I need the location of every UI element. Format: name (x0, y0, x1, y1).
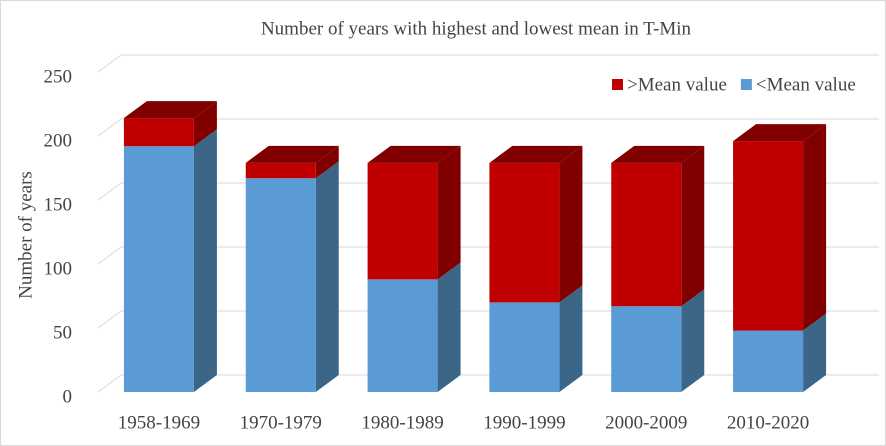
x-tick-label: 2010-2020 (727, 412, 809, 433)
y-tick-label: 200 (44, 130, 73, 151)
x-tick-label: 1958-1969 (118, 412, 200, 433)
bar-top (733, 124, 827, 142)
y-tick-label: 0 (63, 386, 73, 407)
y-tick-label: 250 (44, 66, 73, 87)
bar (611, 306, 682, 392)
grid-line (97, 54, 879, 73)
bar (367, 162, 438, 280)
bar-top (611, 145, 705, 163)
bar (367, 279, 438, 392)
bar-side (803, 313, 827, 392)
bar-side (193, 129, 217, 393)
bar (123, 146, 194, 392)
bar-side (193, 101, 217, 147)
bar-top (123, 101, 217, 119)
legend-swatch (612, 79, 623, 90)
bar-side (681, 289, 705, 392)
bar-side (315, 161, 339, 392)
x-tick-label: 2000-2009 (605, 412, 687, 433)
y-axis-label: Number of years (15, 171, 36, 299)
bar-side (803, 124, 827, 331)
bar-side (559, 145, 583, 303)
y-tick-label: 50 (53, 322, 72, 343)
chart-title: Number of years with highest and lowest … (261, 18, 692, 39)
y-tick-label: 150 (44, 194, 73, 215)
bar (245, 178, 316, 392)
bar (733, 330, 804, 392)
bar-top (245, 145, 339, 163)
x-tick-label: 1980-1989 (361, 412, 443, 433)
bar (245, 162, 316, 179)
grid-line (97, 118, 879, 137)
bar (611, 162, 682, 307)
y-tick-label: 100 (44, 258, 73, 279)
legend-swatch (740, 79, 752, 90)
bar-side (437, 262, 461, 392)
bar-top (367, 145, 461, 163)
legend-label: >Mean value (627, 74, 727, 95)
bar-top (489, 145, 583, 163)
bar (733, 141, 804, 331)
bar (489, 162, 560, 303)
x-tick-label: 1970-1979 (240, 412, 322, 433)
bar-side (681, 145, 705, 307)
bar (123, 118, 194, 147)
bar-side (315, 145, 339, 179)
bar-side (437, 145, 461, 280)
x-tick-label: 1990-1999 (483, 412, 565, 433)
legend-label: <Mean value (756, 74, 856, 95)
bar (489, 302, 560, 392)
bar-side (559, 285, 583, 392)
